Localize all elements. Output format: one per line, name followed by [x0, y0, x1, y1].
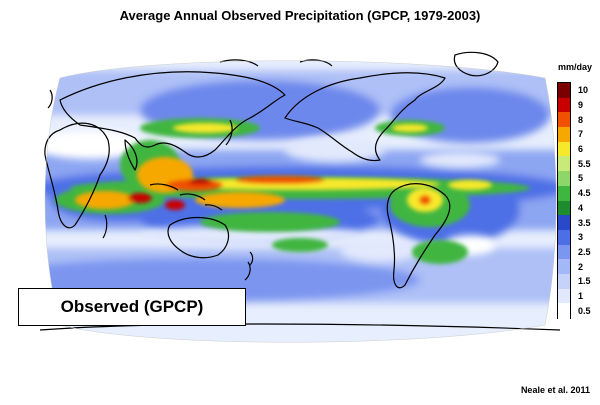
credit-text: Neale et al. 2011 [520, 385, 590, 395]
legend-swatch [558, 303, 570, 319]
legend-swatch [558, 259, 570, 275]
coastlines [39, 51, 561, 331]
map-label-box: Observed (GPCP) [18, 288, 246, 326]
colorbar-legend: mm/day 10 9 8 7 6 5.5 5 4.5 4 3.5 3 2.5 2 1.5 1 0.5 [555, 62, 600, 327]
legend-tick-label: 2 [578, 261, 584, 272]
legend-tick-label: 5.5 [578, 158, 591, 169]
legend-tick-label: 8 [578, 114, 584, 125]
legend-swatch [558, 229, 570, 246]
legend-tick-label: 9 [578, 100, 584, 111]
legend-swatch [558, 273, 570, 290]
legend-swatch [558, 141, 570, 157]
legend-bar [557, 82, 571, 319]
legend-tick-label: 1 [578, 290, 584, 301]
legend-tick-label: 1.5 [578, 276, 591, 287]
legend-tick-label: 0.5 [578, 305, 591, 316]
legend-tick-label: 4 [578, 202, 584, 213]
legend-swatch [558, 200, 570, 216]
figure-title: Average Annual Observed Precipitation (G… [119, 8, 481, 23]
legend-swatch [558, 127, 570, 143]
legend-swatch [558, 185, 570, 201]
legend-swatch [558, 171, 570, 187]
legend-tick-label: 7 [578, 129, 584, 140]
legend-title: mm/day [558, 62, 593, 72]
legend-tick-label: 2.5 [578, 246, 591, 257]
legend-swatch [558, 288, 570, 304]
legend-swatch [558, 215, 570, 231]
legend-swatch [558, 97, 570, 113]
legend-tick-label: 6 [578, 144, 584, 155]
legend-tick-label: 5 [578, 173, 584, 184]
legend-swatch [558, 244, 570, 260]
globe-outline [44, 60, 557, 343]
legend-swatch [558, 156, 570, 172]
legend-tick-label: 3.5 [578, 217, 591, 228]
legend-swatch [558, 112, 570, 128]
legend-swatch [558, 83, 570, 99]
legend-tick-label: 4.5 [578, 188, 591, 199]
legend-tick-label: 10 [578, 85, 589, 96]
legend-tick-label: 3 [578, 232, 584, 243]
